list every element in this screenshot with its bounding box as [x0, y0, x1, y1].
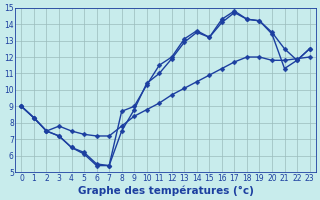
X-axis label: Graphe des températures (°c): Graphe des températures (°c)	[77, 185, 253, 196]
